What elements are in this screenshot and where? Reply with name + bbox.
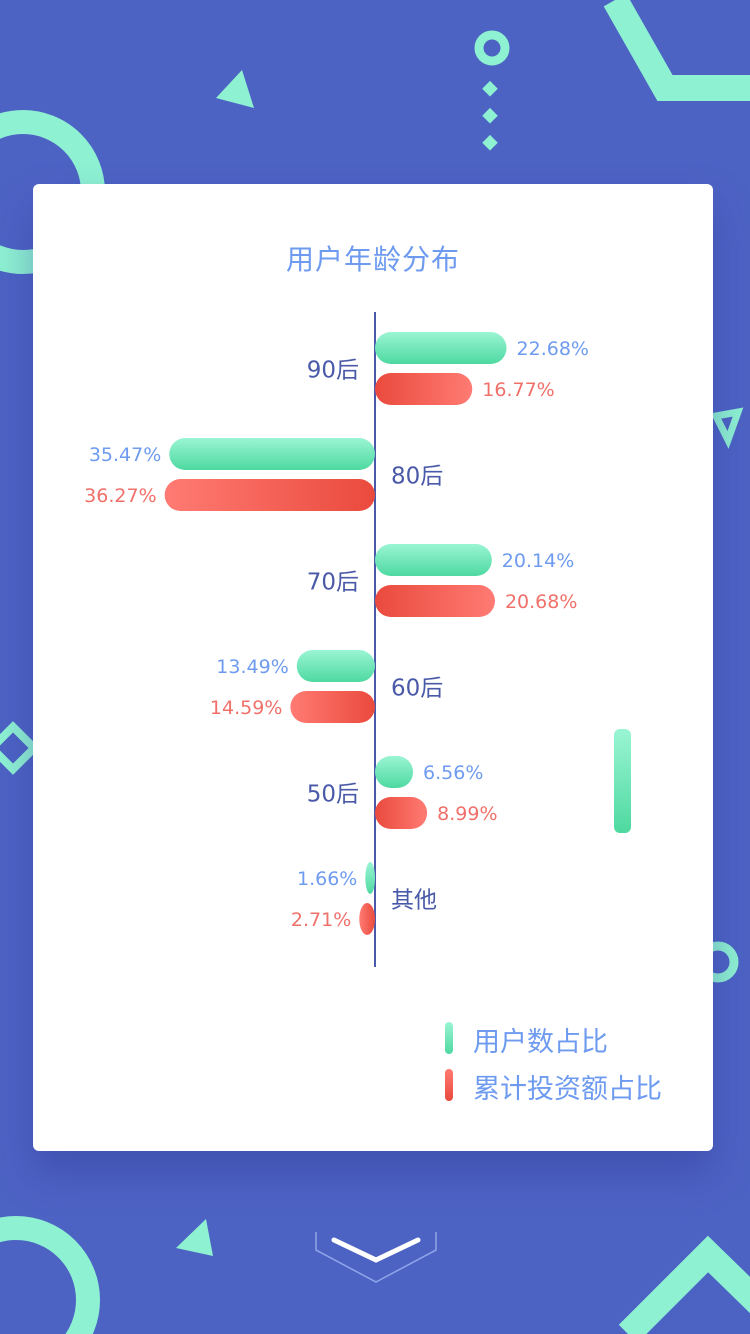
value-label-investment-3: 14.59% [210, 697, 282, 719]
bar-investment-1 [164, 479, 375, 511]
bar-users-3 [296, 650, 375, 682]
deco-left-diamond [0, 721, 40, 775]
decorative-side-bar [614, 729, 631, 833]
deco-triangle-bottom [176, 1219, 213, 1256]
deco-dot-3 [482, 134, 498, 151]
value-label-investment-0: 16.77% [482, 379, 554, 401]
category-label-1: 80后 [391, 464, 443, 490]
value-label-investment-5: 2.71% [291, 909, 351, 931]
bar-investment-4 [375, 797, 428, 829]
deco-small-ring [474, 30, 510, 66]
bar-users-0 [375, 332, 507, 364]
category-label-3: 60后 [391, 676, 443, 702]
category-label-4: 50后 [307, 782, 359, 808]
chart-title: 用户年龄分布 [285, 243, 460, 276]
legend-swatch-mint [445, 1022, 453, 1054]
value-label-users-1: 35.47% [89, 444, 161, 466]
bar-users-1 [169, 438, 375, 470]
deco-top-right-band [603, 0, 750, 101]
value-label-users-4: 6.56% [423, 762, 483, 784]
value-label-investment-1: 36.27% [84, 485, 156, 507]
chart-card: 用户年龄分布 22.68% 16.77% 90后 35.47% 36.27% 80后 20.… [33, 184, 713, 1151]
chevron-down-icon[interactable] [314, 1228, 438, 1286]
value-label-users-3: 13.49% [216, 656, 288, 678]
category-label-5: 其他 [391, 888, 437, 914]
deco-dot-1 [482, 80, 498, 97]
legend-label-investment: 累计投资额占比 [473, 1074, 662, 1105]
bar-investment-2 [375, 585, 495, 617]
value-label-investment-2: 20.68% [505, 591, 577, 613]
bar-investment-3 [290, 691, 375, 723]
deco-triangle-top [216, 70, 254, 108]
deco-dot-2 [482, 107, 498, 124]
legend-swatch-red [445, 1069, 453, 1101]
value-label-users-0: 22.68% [517, 338, 589, 360]
legend-label-users: 用户数占比 [473, 1027, 608, 1058]
deco-bottom-right-band [618, 1235, 750, 1334]
bar-chart: 22.68% 16.77% 90后 35.47% 36.27% 80后 20.14% 20.6… [84, 312, 631, 967]
bar-investment-5 [359, 903, 375, 935]
bars-group: 22.68% 16.77% 90后 35.47% 36.27% 80后 20.14% 20.6… [84, 312, 589, 967]
bar-users-2 [375, 544, 492, 576]
bar-investment-0 [375, 373, 473, 405]
deco-bottom-left-ring [0, 1216, 100, 1334]
deco-right-triangle [710, 407, 744, 449]
bar-users-5 [365, 862, 375, 894]
value-label-users-5: 1.66% [297, 868, 357, 890]
value-label-users-2: 20.14% [502, 550, 574, 572]
bar-users-4 [375, 756, 414, 788]
category-label-2: 70后 [307, 570, 359, 596]
value-label-investment-4: 8.99% [437, 803, 497, 825]
category-label-0: 90后 [307, 358, 359, 384]
